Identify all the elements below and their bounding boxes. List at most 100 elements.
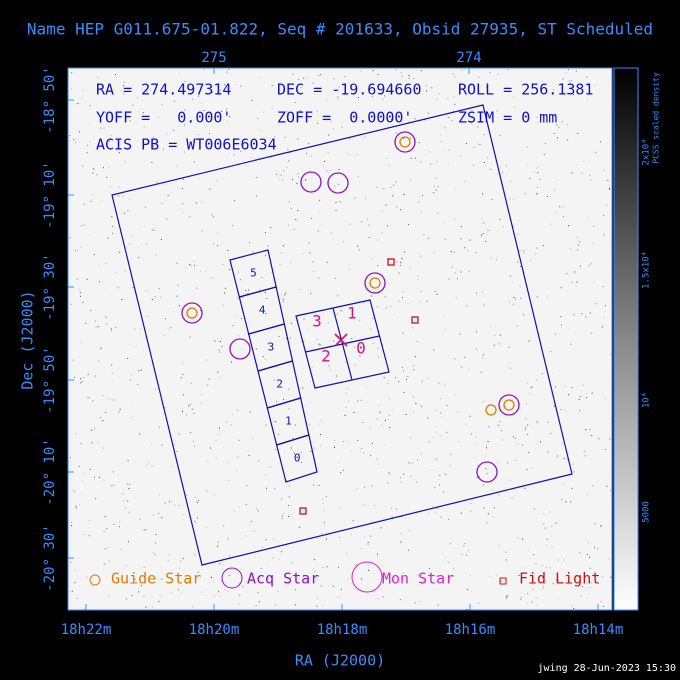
star-dot <box>142 112 144 114</box>
star-dot <box>147 462 149 464</box>
star-dot <box>328 134 330 136</box>
star-dot <box>252 251 254 253</box>
star-dot <box>154 229 156 231</box>
chip-label: 0 <box>294 452 301 465</box>
star-dot <box>191 408 193 410</box>
star-dot <box>550 351 552 353</box>
star-dot <box>89 140 91 142</box>
star-dot <box>509 275 511 277</box>
star-dot <box>575 70 577 72</box>
star-dot <box>144 206 146 208</box>
star-dot <box>78 465 80 467</box>
star-dot <box>184 109 186 111</box>
star-dot <box>520 266 522 268</box>
star-dot <box>387 382 389 384</box>
star-dot <box>360 548 362 550</box>
star-dot <box>211 214 213 216</box>
star-dot <box>347 400 349 402</box>
star-dot <box>71 522 73 524</box>
star-dot <box>476 348 478 350</box>
star-dot <box>89 234 91 236</box>
star-dot <box>145 606 147 608</box>
star-dot <box>542 244 544 246</box>
star-dot <box>466 554 468 556</box>
star-dot <box>308 142 310 144</box>
star-dot <box>140 584 142 586</box>
star-dot <box>155 388 157 390</box>
star-dot <box>447 98 449 100</box>
star-dot <box>321 419 323 421</box>
star-dot <box>73 491 75 493</box>
star-dot <box>604 305 606 307</box>
star-dot <box>546 538 548 540</box>
star-dot <box>400 257 402 259</box>
star-dot <box>556 124 558 126</box>
star-dot <box>508 346 510 348</box>
star-dot <box>246 581 248 583</box>
star-dot <box>603 214 605 216</box>
star-dot <box>300 461 302 463</box>
star-dot <box>381 425 383 427</box>
star-dot <box>435 409 437 411</box>
star-dot <box>295 218 297 220</box>
star-dot <box>468 367 470 369</box>
star-dot <box>536 192 538 194</box>
star-dot <box>455 297 457 299</box>
star-dot <box>601 576 603 578</box>
star-dot <box>448 519 450 521</box>
star-dot <box>228 575 230 577</box>
star-dot <box>238 506 240 508</box>
star-dot <box>502 439 504 441</box>
star-dot <box>357 245 359 247</box>
star-dot <box>308 253 310 255</box>
star-dot <box>140 312 142 314</box>
star-dot <box>195 522 197 524</box>
star-dot <box>535 597 537 599</box>
star-dot <box>499 135 501 137</box>
star-dot <box>438 93 440 95</box>
star-dot <box>568 394 570 396</box>
star-dot <box>586 396 588 398</box>
star-dot <box>217 92 219 94</box>
star-dot <box>118 195 120 197</box>
star-dot <box>388 472 390 474</box>
star-dot <box>371 485 373 487</box>
star-dot <box>288 485 290 487</box>
star-dot <box>320 585 322 587</box>
star-dot <box>433 192 435 194</box>
star-dot <box>444 384 446 386</box>
star-dot <box>247 293 249 295</box>
star-dot <box>422 195 424 197</box>
star-dot <box>591 332 593 334</box>
star-dot <box>346 552 348 554</box>
star-dot <box>281 518 283 520</box>
legend-icon <box>351 561 383 593</box>
star-dot <box>566 72 568 74</box>
star-dot <box>306 77 308 79</box>
star-dot <box>105 262 107 264</box>
star-dot <box>342 241 344 243</box>
star-dot <box>241 348 243 350</box>
star-dot <box>384 420 386 422</box>
star-dot <box>494 334 496 336</box>
star-dot <box>508 169 510 171</box>
star-dot <box>524 427 526 429</box>
star-dot <box>535 605 537 607</box>
star-dot <box>102 447 104 449</box>
star-dot <box>292 178 294 180</box>
star-dot <box>238 582 240 584</box>
star-dot <box>485 164 487 166</box>
star-dot <box>610 417 612 419</box>
star-dot <box>107 237 109 239</box>
star-dot <box>190 265 192 267</box>
star-dot <box>579 396 581 398</box>
star-dot <box>219 351 221 353</box>
star-dot <box>440 412 442 414</box>
star-dot <box>345 414 347 416</box>
star-dot <box>227 249 229 251</box>
star-dot <box>151 595 153 597</box>
star-dot <box>100 127 102 129</box>
star-dot <box>265 487 267 489</box>
star-dot <box>586 493 588 495</box>
star-dot <box>282 301 284 303</box>
